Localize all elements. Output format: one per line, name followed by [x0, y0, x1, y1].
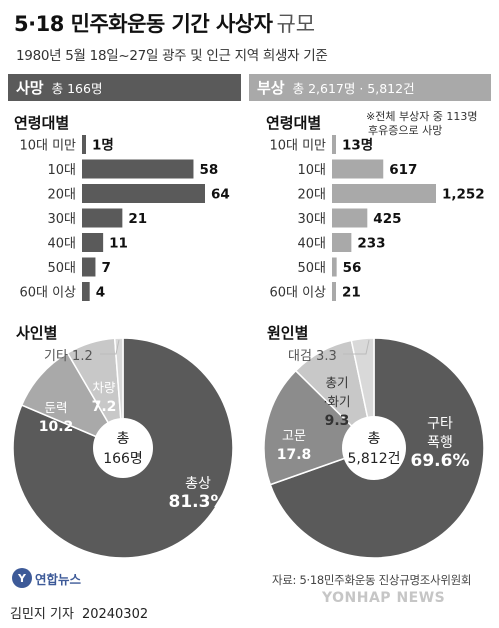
donut-slice-label: 차량 — [92, 380, 116, 395]
age-bar-value: 425 — [373, 211, 401, 227]
title-main: 5·18 민주화운동 기간 사상자 — [14, 12, 273, 36]
donut-slice-label: 17.8 — [277, 447, 312, 463]
age-bar — [82, 159, 194, 179]
injury-note: ※전체 부상자 중 113명 후유증으로 사망 — [366, 110, 496, 138]
age-category-label: 30대 — [297, 212, 326, 227]
donut-center-label: 총 — [117, 431, 130, 447]
age-bar — [332, 159, 384, 179]
age-bar — [82, 184, 205, 203]
credit-author: 김민지 기자 — [10, 607, 74, 622]
age-category-label: 50대 — [47, 261, 76, 276]
age-bar — [82, 257, 96, 277]
age-bar — [332, 282, 336, 301]
death-header-label: 사망 — [16, 79, 44, 97]
age-bar — [332, 208, 368, 228]
age-category-label: 20대 — [47, 188, 76, 203]
age-bar — [82, 282, 90, 301]
age-bar — [332, 135, 336, 154]
age-bar — [82, 208, 123, 228]
age-bar — [82, 233, 104, 252]
injury-note-line1: ※전체 부상자 중 113명 — [366, 110, 478, 123]
yonhap-logo-icon: Y — [12, 568, 32, 588]
injury-header-total: 총 2,617명 · 5,812건 — [292, 81, 415, 96]
death-header-bar: 사망 총 166명 — [8, 74, 241, 101]
donut-center-label: 5,812건 — [348, 451, 401, 467]
donut-slice-label: 구타 — [427, 416, 453, 432]
donut-slice-label: 총기 — [325, 375, 348, 390]
injury-note-line2: 후유증으로 사망 — [368, 124, 443, 137]
donut-slice-label: 69.6% — [411, 451, 470, 471]
age-bar — [332, 233, 352, 252]
credit: 김민지 기자 20240302 — [10, 603, 148, 622]
donut-slice-label: 대검 3.3 — [288, 349, 337, 364]
yonhap-logo-text: 연합뉴스 — [35, 571, 82, 587]
source-note: 자료: 5·18민주화운동 진상규명조사위원회 — [272, 573, 472, 587]
age-category-label: 40대 — [47, 237, 76, 252]
age-bar-value: 64 — [211, 187, 230, 203]
donut-slice-label: 둔력 — [44, 400, 67, 415]
injury-age-title: 연령대별 — [266, 114, 322, 132]
donut-slice-label: 7.2 — [92, 399, 117, 415]
donut-center-label: 166명 — [103, 451, 143, 467]
donut-slice-label: ·화기 — [324, 394, 351, 409]
age-bar-value: 21 — [342, 285, 361, 301]
age-bar — [332, 184, 436, 203]
age-bar-value: 4 — [96, 285, 105, 301]
subtitle: 1980년 5월 18일~27일 광주 및 인근 지역 희생자 기준 — [16, 48, 328, 64]
age-category-label: 10대 — [47, 163, 76, 178]
age-category-label: 10대 미만 — [269, 139, 326, 154]
injury-header-label: 부상 — [257, 79, 285, 97]
donut-slice-label: 10.2 — [39, 419, 74, 435]
donut-hole — [342, 416, 406, 480]
donut-hole — [93, 418, 153, 478]
age-bar — [332, 257, 337, 277]
age-category-label: 40대 — [297, 237, 326, 252]
age-bar-value: 1명 — [92, 137, 114, 154]
donut-slice-label: 총상 — [185, 476, 211, 492]
yonhap-logo: Y 연합뉴스 — [12, 568, 81, 588]
age-bar-value: 233 — [357, 236, 385, 252]
age-category-label: 60대 이상 — [19, 286, 76, 301]
donut-slice-label: 고문 — [282, 429, 306, 444]
donut-slice-label: 폭행 — [427, 435, 453, 451]
age-category-label: 60대 이상 — [269, 286, 326, 301]
age-bar-value: 1,252 — [442, 187, 485, 203]
death-age-title: 연령대별 — [14, 114, 70, 132]
donut-center-label: 총 — [368, 431, 381, 447]
age-bar — [82, 135, 86, 154]
age-bar-value: 7 — [101, 260, 110, 276]
donut-slice-label: 기타 1.2 — [44, 349, 93, 364]
age-bar-value: 21 — [128, 211, 147, 227]
donut-slice-label: 9.3 — [325, 413, 350, 429]
page-title: 5·18 민주화운동 기간 사상자 규모 — [14, 8, 315, 38]
age-bar-value: 11 — [109, 236, 128, 252]
age-bar-value: 13명 — [342, 137, 373, 154]
cause-title: 사인별 — [16, 324, 58, 342]
watermark: YONHAP NEWS — [322, 590, 446, 606]
donut-slice-label: 81.3% — [169, 492, 228, 512]
age-category-label: 10대 미만 — [19, 139, 76, 154]
death-header-total: 총 166명 — [51, 81, 103, 96]
donut-slice — [20, 351, 125, 450]
age-bar-value: 58 — [199, 162, 218, 178]
leader-line — [100, 339, 120, 355]
age-bar-value: 56 — [343, 260, 362, 276]
injury-header-bar: 부상 총 2,617명 · 5,812건 — [249, 74, 491, 101]
age-category-label: 20대 — [297, 188, 326, 203]
leader-line — [343, 339, 370, 355]
credit-date: 20240302 — [81, 607, 149, 622]
age-category-label: 30대 — [47, 212, 76, 227]
age-category-label: 50대 — [297, 261, 326, 276]
means-title: 원인별 — [267, 324, 309, 342]
age-bar-value: 617 — [389, 162, 417, 178]
age-category-label: 10대 — [297, 163, 326, 178]
title-suffix: 규모 — [276, 12, 316, 36]
